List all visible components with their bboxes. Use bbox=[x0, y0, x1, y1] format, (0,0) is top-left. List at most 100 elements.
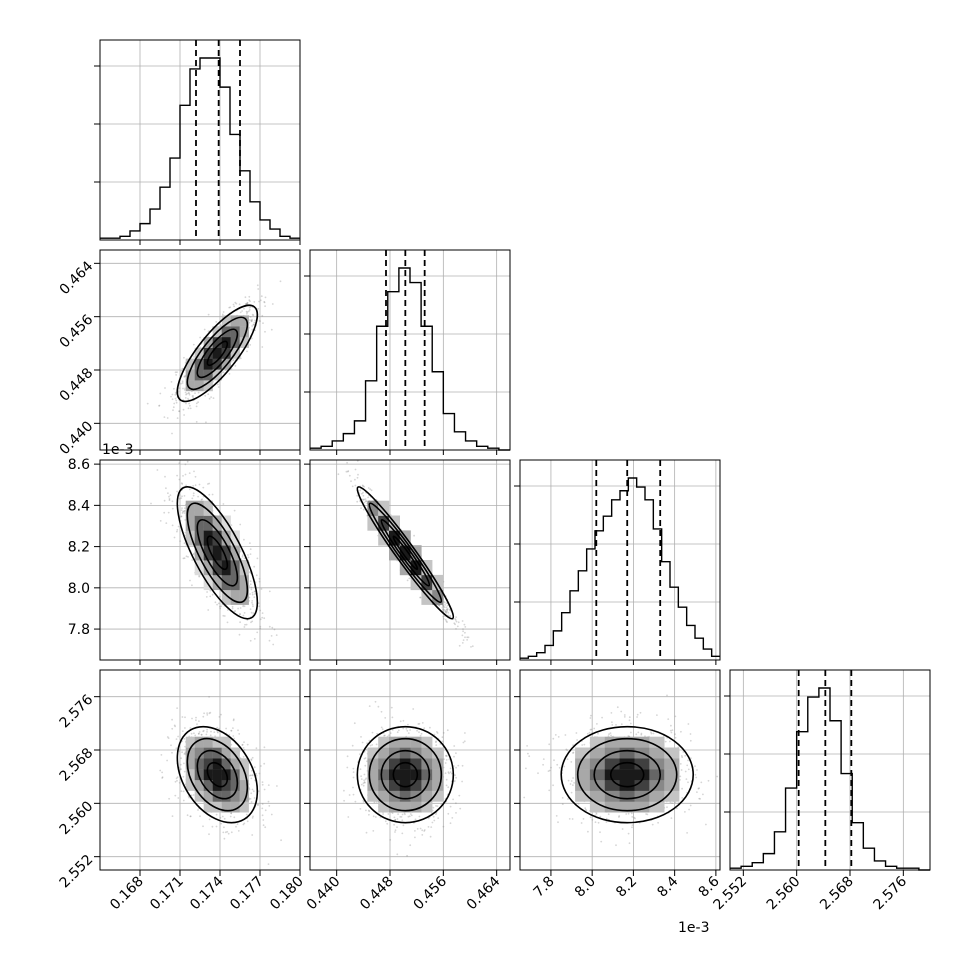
scatter-point bbox=[354, 479, 356, 481]
scatter-point bbox=[462, 630, 464, 632]
scatter-point bbox=[249, 319, 251, 321]
scatter-point bbox=[180, 757, 182, 759]
scatter-point bbox=[259, 320, 261, 322]
scatter-point bbox=[191, 498, 193, 500]
scatter-point bbox=[250, 580, 252, 582]
scatter-point bbox=[257, 804, 259, 806]
scatter-point bbox=[262, 322, 264, 324]
scatter-point bbox=[233, 306, 235, 308]
scatter-point bbox=[563, 766, 565, 768]
scatter-point bbox=[399, 816, 401, 818]
scatter-point bbox=[169, 499, 171, 501]
scatter-point bbox=[448, 771, 450, 773]
scatter-point bbox=[172, 815, 174, 817]
scatter-point bbox=[381, 727, 383, 729]
scatter-point bbox=[182, 382, 184, 384]
scatter-point bbox=[378, 706, 380, 708]
scatter-point bbox=[390, 732, 392, 734]
scatter-point bbox=[179, 479, 181, 481]
scatter-point bbox=[631, 816, 633, 818]
scatter-point bbox=[264, 302, 266, 304]
scatter-point bbox=[246, 814, 248, 816]
scatter-point bbox=[216, 604, 218, 606]
scatter-point bbox=[163, 512, 165, 514]
scatter-point bbox=[464, 632, 466, 634]
scatter-point bbox=[403, 720, 405, 722]
scatter-point bbox=[254, 766, 256, 768]
scatter-point bbox=[356, 501, 358, 503]
scatter-point bbox=[217, 732, 219, 734]
density-cell bbox=[204, 748, 213, 759]
scatter-point bbox=[443, 618, 445, 620]
scatter-point bbox=[443, 826, 445, 828]
scatter-point bbox=[191, 733, 193, 735]
scatter-point bbox=[442, 616, 444, 618]
scatter-point bbox=[408, 732, 410, 734]
scatter-point bbox=[187, 461, 189, 463]
scatter-point bbox=[157, 469, 159, 471]
scatter-point bbox=[418, 731, 420, 733]
scatter-point bbox=[410, 813, 412, 815]
scatter-point bbox=[384, 717, 386, 719]
scatter-point bbox=[171, 728, 173, 730]
scatter-point bbox=[181, 790, 183, 792]
scatter-point bbox=[443, 758, 445, 760]
scatter-point bbox=[455, 752, 457, 754]
scatter-point bbox=[206, 596, 208, 598]
scatter-point bbox=[251, 602, 253, 604]
scatter-point bbox=[369, 705, 371, 707]
scatter-point bbox=[253, 324, 255, 326]
scatter-point bbox=[258, 605, 260, 607]
scatter-panel-0-3 bbox=[94, 670, 304, 870]
scatter-point bbox=[176, 491, 178, 493]
scatter-point bbox=[420, 735, 422, 737]
scatter-point bbox=[443, 732, 445, 734]
density-cell bbox=[195, 516, 204, 531]
scatter-point bbox=[338, 473, 340, 475]
scatter-point bbox=[352, 787, 354, 789]
scatter-point bbox=[428, 826, 430, 828]
scatter-point bbox=[254, 320, 256, 322]
scatter-point bbox=[165, 522, 167, 524]
scatter-point bbox=[364, 502, 366, 504]
scatter-point bbox=[265, 809, 267, 811]
scatter-point bbox=[398, 730, 400, 732]
scatter-point bbox=[365, 500, 367, 502]
scatter-point bbox=[176, 738, 178, 740]
scatter-point bbox=[454, 618, 456, 620]
scatter-point bbox=[421, 829, 423, 831]
scatter-point bbox=[174, 537, 176, 539]
scatter-point bbox=[401, 833, 403, 835]
scatter-point bbox=[251, 320, 253, 322]
scatter-point bbox=[257, 308, 259, 310]
scatter-point bbox=[393, 824, 395, 826]
scatter-point bbox=[464, 624, 466, 626]
scatter-point bbox=[222, 615, 224, 617]
scatter-point bbox=[230, 730, 232, 732]
scatter-point bbox=[182, 730, 184, 732]
scatter-point bbox=[558, 736, 560, 738]
scatter-point bbox=[252, 594, 254, 596]
scatter-point bbox=[456, 621, 458, 623]
scatter-point bbox=[356, 495, 358, 497]
scatter-point bbox=[199, 337, 201, 339]
scatter-point bbox=[442, 736, 444, 738]
scatter-point bbox=[365, 498, 367, 500]
scatter-point bbox=[173, 388, 175, 390]
scatter-point bbox=[447, 605, 449, 607]
scatter-point bbox=[168, 512, 170, 514]
scatter-point bbox=[185, 403, 187, 405]
scatter-point bbox=[258, 301, 260, 303]
scatter-point bbox=[256, 632, 258, 634]
scatter-point bbox=[262, 612, 264, 614]
scatter-point bbox=[435, 744, 437, 746]
scatter-point bbox=[174, 795, 176, 797]
scatter-point bbox=[363, 782, 365, 784]
scatter-point bbox=[253, 612, 255, 614]
scatter-point bbox=[180, 768, 182, 770]
scatter-point bbox=[271, 627, 273, 629]
scatter-point bbox=[269, 591, 271, 593]
scatter-point bbox=[243, 539, 245, 541]
hist-1-bars bbox=[310, 268, 510, 450]
scatter-point bbox=[183, 414, 185, 416]
